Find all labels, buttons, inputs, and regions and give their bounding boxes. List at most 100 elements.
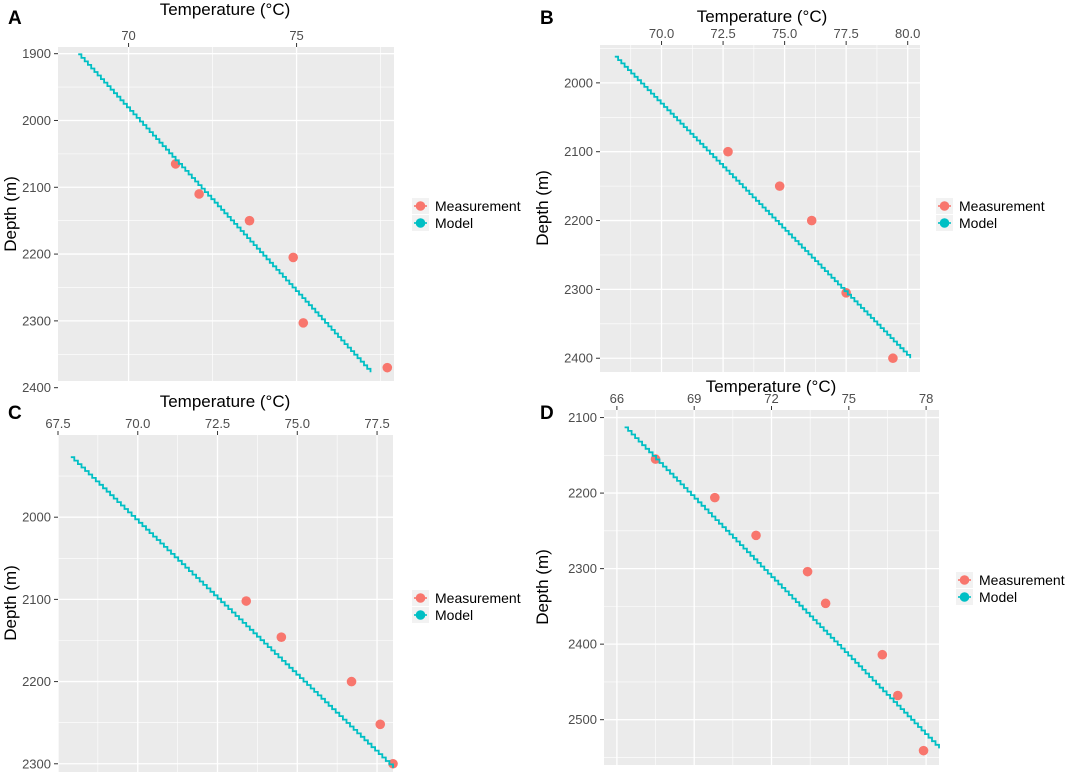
- x-tick-label: 72.5: [205, 416, 230, 431]
- measurement-point: [723, 146, 733, 157]
- legend-label-measurement: Measurement: [435, 198, 521, 214]
- legend-key-point: [415, 201, 426, 211]
- measurement-point: [806, 215, 817, 226]
- x-tick-label: 72: [764, 391, 778, 406]
- panel-b: 70.0 72.5 75.0 77.5 80.0 2000 2100 2200 2300 2400…: [533, 7, 1045, 372]
- x-tick-label: 66: [610, 391, 624, 406]
- legend-key-model: [412, 215, 429, 231]
- y-tick-label: 2200: [22, 674, 51, 689]
- legend-key-point: [959, 592, 970, 602]
- measurement-point: [346, 676, 357, 687]
- y-axis-title: Depth (m): [533, 170, 552, 246]
- legend-key-measurement: [956, 572, 973, 588]
- legend-key-point: [415, 593, 426, 603]
- legend-key-measurement: [412, 198, 429, 214]
- model-line: [70, 456, 394, 768]
- y-tick-label: 2400: [564, 351, 593, 366]
- y-tick-label: 2000: [22, 113, 51, 128]
- y-tick-label: 2100: [568, 410, 597, 425]
- legend-label-model: Model: [959, 215, 997, 231]
- y-tick-label: 2400: [22, 380, 51, 395]
- x-tick-label: 75.0: [285, 416, 310, 431]
- y-tick-label: 2100: [22, 592, 51, 607]
- measurement-point: [877, 649, 888, 660]
- y-tick-label: 2500: [568, 712, 597, 727]
- x-tick-label: 80.0: [895, 26, 920, 41]
- measurement-point: [375, 719, 386, 730]
- x-tick-label: 69: [687, 391, 701, 406]
- x-axis-title: Temperature (°C): [697, 7, 828, 26]
- y-tick-label: 2200: [22, 247, 51, 262]
- y-tick-label: 2300: [22, 313, 51, 328]
- measurement-point: [298, 318, 309, 328]
- measurement-point: [774, 181, 785, 191]
- y-tick-label: 2200: [568, 486, 597, 501]
- x-tick-label: 75: [289, 28, 303, 43]
- y-tick-label: 2300: [22, 756, 51, 771]
- panel-c: 67.5 70.0 72.5 75.0 77.5 2000 2100 2200 2300 C Tem…: [1, 392, 521, 772]
- y-tick-label: 2400: [568, 637, 597, 652]
- y-tick-label: 2100: [22, 180, 51, 195]
- measurement-point: [820, 598, 831, 609]
- measurement-point: [382, 362, 393, 373]
- x-tick-label: 70.0: [649, 26, 674, 41]
- measurement-point: [276, 632, 287, 642]
- plot-background: [600, 45, 920, 372]
- legend-key-measurement: [412, 590, 429, 606]
- x-tick-label: 67.5: [45, 416, 70, 431]
- legend-key-point: [415, 610, 426, 620]
- panel-label: C: [8, 403, 22, 424]
- panel-label: A: [8, 8, 22, 29]
- x-tick-label: 75: [842, 391, 856, 406]
- x-tick-label: 77.5: [364, 416, 389, 431]
- x-axis-title: Temperature (°C): [160, 392, 291, 411]
- panel-label: D: [540, 403, 554, 424]
- legend-key-model: [936, 215, 953, 231]
- measurement-point: [802, 566, 813, 577]
- y-tick-label: 2000: [564, 75, 593, 90]
- panel-d: 66 69 72 75 78 2100 2200 2300 2400 2500 D Temperatu…: [533, 377, 1065, 765]
- y-tick-label: 2100: [564, 144, 593, 159]
- legend-label-measurement: Measurement: [979, 572, 1065, 588]
- measurement-point: [288, 252, 299, 263]
- x-tick-label: 75.0: [772, 26, 797, 41]
- x-tick-label: 78: [919, 391, 933, 406]
- y-axis-title: Depth (m): [1, 176, 20, 252]
- y-tick-label: 2300: [564, 282, 593, 297]
- x-tick-label: 70: [121, 28, 135, 43]
- legend-key-point: [959, 575, 970, 585]
- y-tick-label: 2300: [568, 561, 597, 576]
- model-line: [614, 55, 912, 359]
- y-tick-label: 1900: [22, 46, 51, 61]
- panel-a: 70 75 1900 2000 2100 2200 2300 2400 A Temperature…: [1, 0, 521, 395]
- x-tick-label: 70.0: [125, 416, 150, 431]
- legend-label-measurement: Measurement: [435, 590, 521, 606]
- x-axis-title: Temperature (°C): [706, 377, 837, 396]
- measurement-point: [241, 596, 252, 606]
- legend-key-point: [939, 201, 950, 211]
- y-axis-title: Depth (m): [1, 565, 20, 641]
- legend-key-model: [412, 607, 429, 623]
- measurement-point: [918, 745, 929, 756]
- model-line: [78, 53, 372, 373]
- measurement-point: [751, 530, 761, 541]
- legend-key-point: [415, 218, 426, 228]
- legend-label-model: Model: [979, 589, 1017, 605]
- panel-label: B: [540, 8, 554, 29]
- measurement-point: [194, 189, 204, 199]
- measurement-point: [888, 353, 898, 364]
- legend-label-measurement: Measurement: [959, 198, 1045, 214]
- legend-label-model: Model: [435, 215, 473, 231]
- legend-key-model: [956, 589, 973, 605]
- x-tick-label: 77.5: [833, 26, 858, 41]
- x-tick-label: 72.5: [710, 26, 735, 41]
- y-axis-title: Depth (m): [533, 549, 552, 625]
- measurement-point: [841, 288, 851, 298]
- legend-key-point: [939, 218, 950, 228]
- x-axis-title: Temperature (°C): [160, 0, 291, 19]
- measurement-point: [892, 690, 903, 701]
